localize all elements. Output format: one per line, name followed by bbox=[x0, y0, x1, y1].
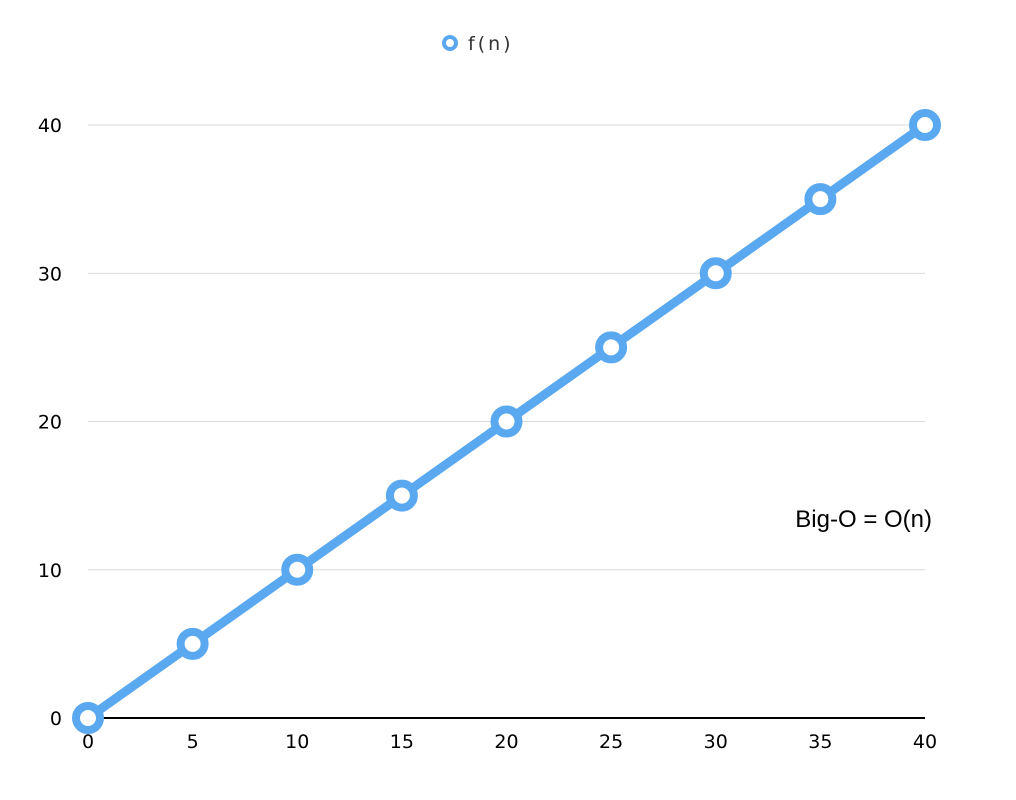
legend: f(n) bbox=[442, 33, 514, 55]
y-axis-tick-labels: 0 10 20 30 40 bbox=[38, 115, 62, 730]
data-point bbox=[72, 702, 104, 734]
data-point bbox=[595, 331, 628, 364]
data-point bbox=[385, 479, 418, 512]
x-tick-label: 10 bbox=[285, 731, 309, 753]
y-tick-label: 40 bbox=[38, 115, 62, 137]
data-point bbox=[281, 553, 314, 586]
y-tick-label: 30 bbox=[38, 263, 62, 285]
data-point bbox=[909, 109, 941, 141]
data-point bbox=[490, 405, 523, 438]
x-tick-label: 0 bbox=[82, 731, 94, 753]
x-tick-label: 5 bbox=[187, 731, 199, 753]
series-f-n bbox=[72, 109, 941, 734]
y-tick-label: 20 bbox=[38, 412, 62, 434]
data-point bbox=[176, 627, 209, 660]
x-tick-label: 30 bbox=[704, 731, 728, 753]
y-tick-label: 0 bbox=[50, 708, 62, 730]
y-tick-label: 10 bbox=[38, 560, 62, 582]
x-tick-label: 40 bbox=[913, 731, 937, 753]
data-point bbox=[699, 257, 732, 290]
x-tick-label: 25 bbox=[599, 731, 623, 753]
x-tick-label: 35 bbox=[808, 731, 832, 753]
x-tick-label: 15 bbox=[390, 731, 414, 753]
x-tick-label: 20 bbox=[494, 731, 518, 753]
big-o-annotation: Big-O = O(n) bbox=[795, 506, 932, 533]
data-point bbox=[804, 183, 837, 216]
legend-label: f(n) bbox=[468, 33, 514, 55]
x-axis-tick-labels: 0 5 10 15 20 25 30 35 40 bbox=[82, 731, 937, 753]
grid-lines bbox=[88, 124, 925, 571]
legend-marker-icon bbox=[442, 35, 458, 51]
